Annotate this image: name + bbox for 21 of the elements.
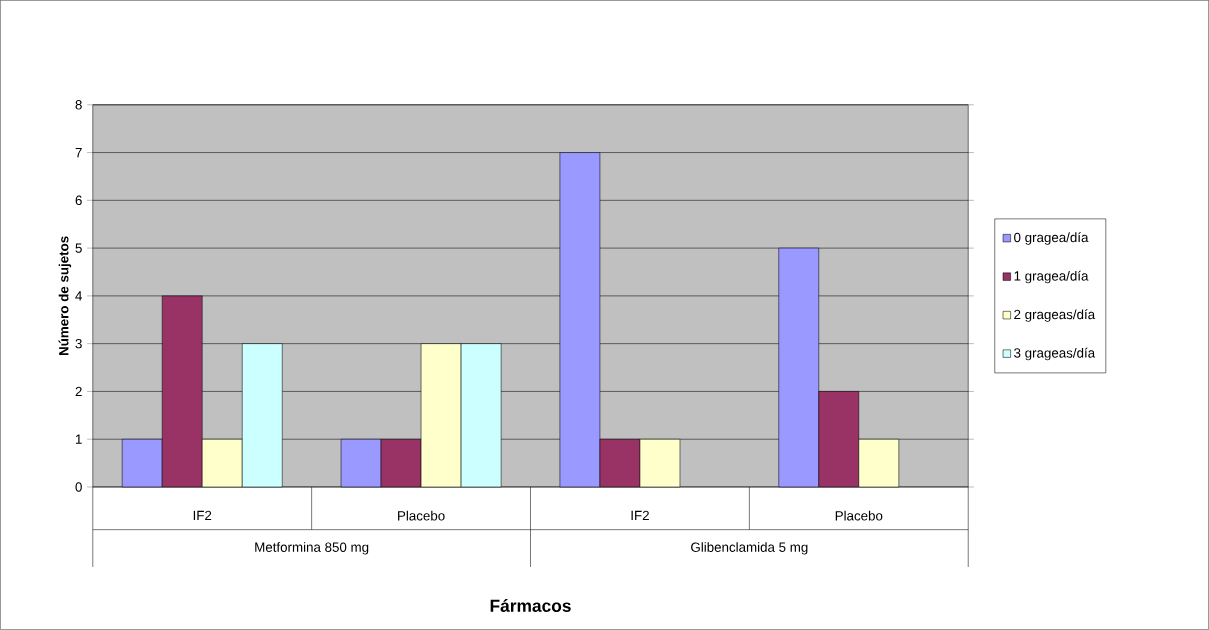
y-tick-label: 7 — [75, 148, 82, 158]
legend-label: 0 gragea/día — [1014, 232, 1089, 245]
y-tick-label: 8 — [75, 100, 82, 110]
legend-label: 3 grageas/día — [1014, 347, 1096, 361]
text: Glibenclamida 5 mg — [691, 542, 808, 555]
y-tick-label: 4 — [75, 291, 82, 301]
x-tick-label: Placebo — [835, 510, 883, 521]
x-axis-title: Fármacos — [490, 599, 571, 613]
text: Metformina 850 mg — [255, 542, 369, 555]
y-tick-label: 6 — [75, 195, 82, 206]
x-tick-label: IF2 — [193, 510, 212, 521]
y-tick-label: 1 — [75, 434, 82, 444]
x-tick-label: Placebo — [398, 510, 445, 521]
legend-label: 2 grageas/día — [1014, 309, 1096, 322]
y-tick-label: 0 — [75, 482, 82, 492]
y-tick-label: 2 — [75, 386, 82, 397]
x-tick-label: IF2 — [631, 510, 649, 521]
y-tick-label: 5 — [75, 243, 82, 253]
y-axis-title: Número de sujetos — [58, 236, 72, 356]
legend-label: 1 gragea/día — [1014, 270, 1089, 284]
y-tick-label: 3 — [75, 339, 82, 349]
